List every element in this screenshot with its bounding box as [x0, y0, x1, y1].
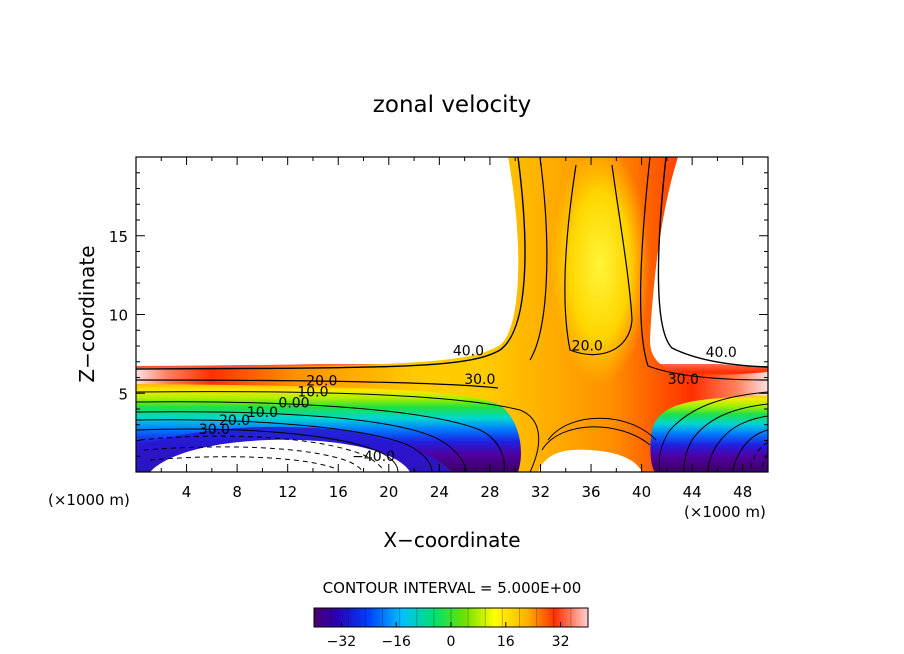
contour-label: 40.0: [706, 345, 737, 361]
x-unit-right: (×1000 m): [684, 503, 766, 521]
colorbar-gradient: [314, 608, 588, 627]
x-tick-label: 40: [632, 483, 651, 501]
colorbar-segments: [330, 608, 572, 627]
x-tick-label: 20: [379, 483, 398, 501]
contour-labels: 40.020.010.00.0010.020.030.0−40.030.020.…: [199, 339, 737, 465]
colorbar: −32 −16 0 16 32: [313, 607, 589, 650]
upper-left-blank: [136, 157, 518, 366]
x-axis: 4 8 12 16 20 24 28 32 36 40 44 48: [160, 157, 752, 501]
contour-label: 40.0: [453, 343, 484, 359]
contour-label: 10.0: [247, 405, 278, 421]
left-negative-hole: [150, 439, 410, 472]
colorbar-tick-label: 0: [447, 634, 456, 650]
y-tick-label: 10: [109, 307, 128, 325]
x-tick-label: 28: [480, 483, 499, 501]
contour-label: 20.0: [306, 373, 337, 389]
contour-label: 30.0: [199, 422, 230, 438]
contour-field: [136, 157, 768, 472]
x-tick-label: 24: [430, 483, 449, 501]
x-tick-label: 12: [278, 483, 297, 501]
colorbar-tick-label: 16: [497, 634, 515, 650]
contour-label: 20.0: [219, 413, 250, 429]
y-tick-label: 5: [118, 385, 128, 403]
x-tick-label: 16: [329, 483, 348, 501]
contour-label: 10.0: [297, 384, 328, 400]
x-tick-label: 8: [232, 483, 242, 501]
x-tick-label: 4: [182, 483, 192, 501]
contour-label: 0.00: [278, 395, 309, 411]
colorbar-tick-label: 32: [552, 634, 570, 650]
x-unit-left: (×1000 m): [48, 491, 130, 509]
colorbar-tick-label: −32: [327, 634, 357, 650]
contour-label: 30.0: [668, 372, 699, 388]
y-axis: 5 10 15: [109, 172, 768, 457]
contour-label: 30.0: [464, 372, 495, 388]
y-tick-label: 15: [109, 228, 128, 246]
y-axis-label: Z−coordinate: [75, 245, 99, 382]
center-bottom-blank: [538, 449, 642, 472]
x-tick-label: 48: [733, 483, 752, 501]
x-axis-label: X−coordinate: [383, 528, 520, 552]
upper-right-blank: [656, 157, 768, 366]
x-tick-label: 44: [683, 483, 702, 501]
contour-lines: [136, 157, 768, 472]
x-tick-label: 32: [531, 483, 550, 501]
contour-label: 20.0: [572, 339, 603, 355]
x-tick-label: 36: [581, 483, 600, 501]
colorbar-ticks: −32 −16 0 16 32: [327, 622, 570, 650]
jet-core: [550, 157, 650, 385]
chart-title: zonal velocity: [373, 92, 531, 118]
contour-label: −40.0: [352, 449, 395, 465]
colorbar-tick-label: −16: [381, 634, 411, 650]
contour-interval-caption: CONTOUR INTERVAL = 5.000E+00: [323, 579, 582, 597]
